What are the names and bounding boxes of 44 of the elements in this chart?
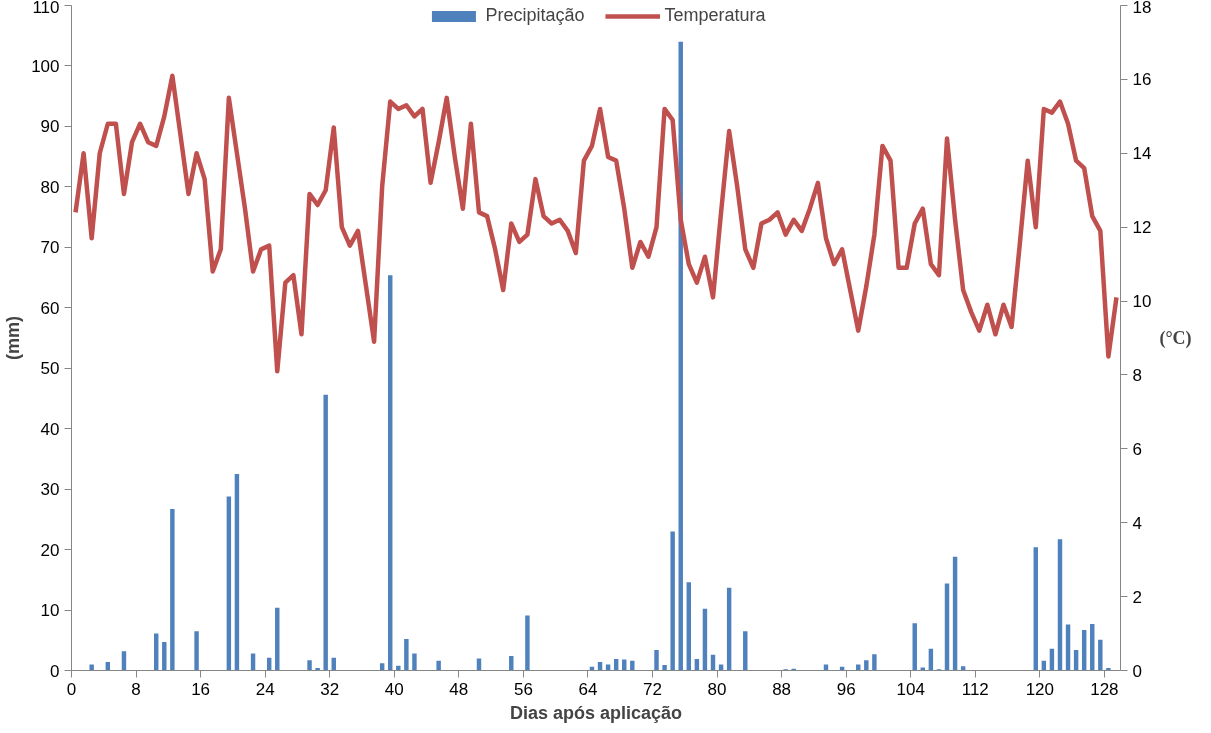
y-tick-label: 70 [40, 238, 60, 258]
y2-tick-label: 4 [1132, 513, 1142, 533]
x-tick-label: 48 [449, 679, 469, 699]
x-tick-label: 72 [643, 679, 662, 699]
x-tick-label: 104 [896, 679, 925, 699]
y-tick-label: 80 [40, 177, 60, 197]
y-tick-label: 100 [31, 56, 60, 76]
legend-label: Temperatura [664, 5, 766, 26]
y2-tick-label: 14 [1132, 144, 1152, 164]
y2-tick-label: 12 [1132, 218, 1152, 238]
y2-tick-label: 6 [1132, 439, 1142, 459]
x-tick-label: 0 [66, 679, 77, 699]
y-tick-label: 20 [40, 540, 60, 560]
y2-tick-label: 8 [1132, 365, 1142, 385]
x-tick-label: 8 [131, 679, 141, 699]
y2-axis-title: (°C) [1159, 328, 1192, 349]
y2-tick-label: 18 [1132, 0, 1152, 17]
x-tick-label: 128 [1090, 679, 1119, 699]
y-tick-label: 0 [50, 661, 60, 681]
y2-tick-label: 2 [1132, 587, 1142, 607]
x-axis-title: Dias após aplicação [509, 702, 683, 723]
x-tick-label: 88 [772, 679, 792, 699]
x-tick-label: 96 [836, 679, 856, 699]
x-tick-label: 24 [255, 679, 275, 699]
x-tick-label: 56 [513, 679, 533, 699]
y-tick-label: 60 [40, 298, 60, 318]
x-tick-label: 40 [384, 679, 404, 699]
y2-tick-label: 0 [1132, 661, 1142, 681]
y-tick-label: 90 [40, 117, 60, 137]
x-tick-label: 80 [707, 679, 727, 699]
y2-tick-label: 16 [1132, 70, 1152, 90]
x-tick-label: 120 [1025, 679, 1054, 699]
x-tick-label: 16 [191, 679, 211, 699]
y-axis-title: (mm) [3, 316, 24, 360]
legend-label: Precipitação [485, 5, 585, 26]
x-tick-label: 32 [320, 679, 340, 699]
y-tick-label: 50 [40, 359, 60, 379]
y2-tick-label: 10 [1132, 292, 1152, 312]
x-tick-label: 112 [961, 679, 989, 699]
y-tick-label: 40 [40, 419, 60, 439]
y-tick-label: 10 [40, 601, 60, 621]
x-tick-label: 64 [578, 679, 598, 699]
y-tick-label: 110 [32, 0, 60, 17]
y-tick-label: 30 [40, 480, 60, 500]
